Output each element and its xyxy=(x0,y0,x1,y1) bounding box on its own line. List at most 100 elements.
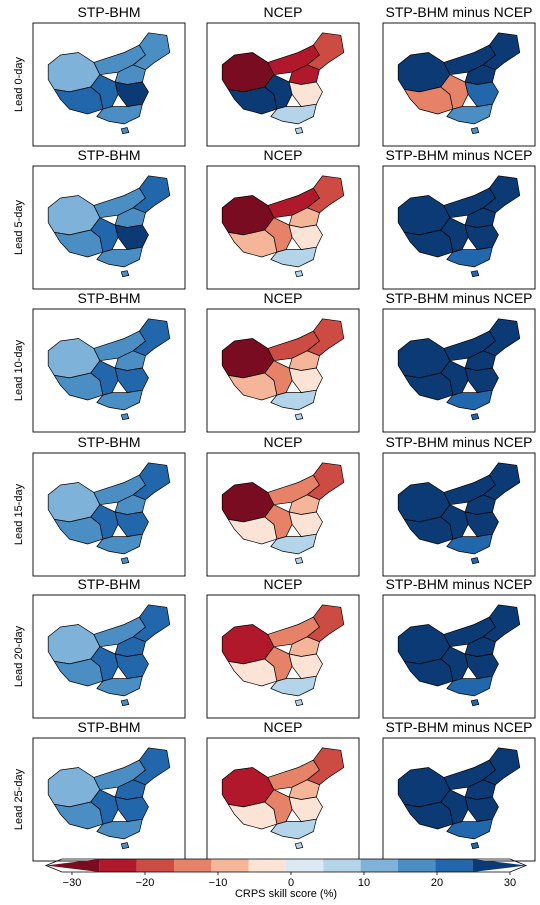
map-island xyxy=(120,557,130,565)
map-island xyxy=(120,413,130,421)
map-island xyxy=(470,842,480,850)
map-island xyxy=(294,557,304,565)
map-region xyxy=(264,789,293,825)
map-panel: STP-BHM xyxy=(32,4,186,147)
row-label: Lead 15-day xyxy=(13,483,25,545)
map-region xyxy=(464,367,499,393)
map-region xyxy=(446,246,493,268)
map-region xyxy=(132,175,171,214)
map-region xyxy=(440,360,469,396)
map-region xyxy=(96,389,143,411)
map-island xyxy=(470,413,480,421)
colorbar-tick-label: −30 xyxy=(63,877,82,889)
map-region xyxy=(90,217,119,253)
colorbar-bin xyxy=(472,859,526,872)
colorbar-ticks: −30 −20 −10 0 10 20 30 xyxy=(63,872,516,889)
panel-title: NCEP xyxy=(264,4,303,20)
map-region xyxy=(114,224,149,250)
map-region xyxy=(288,511,323,537)
map-island xyxy=(470,270,480,278)
map-region xyxy=(90,360,119,396)
map-region xyxy=(306,318,345,357)
map-panel: STP-BHM xyxy=(32,576,186,719)
panel-title: STP-BHM minus NCEP xyxy=(385,719,532,735)
map-region xyxy=(132,604,171,643)
map-island xyxy=(470,699,480,707)
map-region xyxy=(482,462,521,501)
colorbar-tick-label: −20 xyxy=(136,877,155,889)
map-region xyxy=(132,747,171,786)
map-region xyxy=(482,32,521,71)
row-label: Lead 10-day xyxy=(13,339,25,401)
map-region xyxy=(264,74,293,110)
panel-title: NCEP xyxy=(264,719,303,735)
map-panel: STP-BHM xyxy=(32,290,186,433)
map-region xyxy=(132,462,171,501)
map-island xyxy=(294,270,304,278)
colorbar-bin xyxy=(211,859,249,872)
colorbar-bin xyxy=(46,859,100,872)
map-region xyxy=(306,175,345,214)
map-region xyxy=(270,389,317,411)
map-panel: NCEP xyxy=(206,290,360,433)
map-region xyxy=(96,818,143,840)
map-island xyxy=(120,699,130,707)
map-panel: STP-BHM xyxy=(32,719,186,862)
panel-title: NCEP xyxy=(264,147,303,163)
map-region xyxy=(306,462,345,501)
map-region xyxy=(464,653,499,679)
colorbar-tick-label: 10 xyxy=(358,877,370,889)
map-region xyxy=(306,747,345,786)
map-region xyxy=(288,796,323,822)
map-region xyxy=(440,217,469,253)
row-label: Lead 25-day xyxy=(13,768,25,830)
map-island xyxy=(294,127,304,135)
map-region xyxy=(440,504,469,540)
map-region xyxy=(440,646,469,682)
map-panel: NCEP xyxy=(206,4,360,147)
map-region xyxy=(446,675,493,697)
map-region xyxy=(446,818,493,840)
map-region xyxy=(114,367,149,393)
panel-title: STP-BHM minus NCEP xyxy=(385,576,532,592)
map-panel: STP-BHM xyxy=(32,434,186,577)
map-region xyxy=(264,504,293,540)
map-region xyxy=(270,533,317,555)
panel-title: NCEP xyxy=(264,576,303,592)
map-island xyxy=(470,127,480,135)
map-region xyxy=(288,81,323,107)
map-region xyxy=(96,103,143,125)
map-region xyxy=(96,675,143,697)
panel-title: STP-BHM minus NCEP xyxy=(385,4,532,20)
map-region xyxy=(90,789,119,825)
panel-title: STP-BHM xyxy=(78,4,141,20)
map-region xyxy=(114,796,149,822)
map-region xyxy=(90,646,119,682)
map-region xyxy=(464,511,499,537)
panel-title: STP-BHM xyxy=(78,434,141,450)
map-region xyxy=(482,604,521,643)
colorbar-bin xyxy=(136,859,174,872)
map-panel: STP-BHM minus NCEP xyxy=(382,434,536,577)
map-panel: NCEP xyxy=(206,434,360,577)
map-panel: STP-BHM minus NCEP xyxy=(382,290,536,433)
map-region xyxy=(270,246,317,268)
map-region xyxy=(440,789,469,825)
row-label: Lead 0-day xyxy=(13,56,25,112)
map-panel: STP-BHM minus NCEP xyxy=(382,147,536,290)
map-region xyxy=(90,74,119,110)
map-panel: NCEP xyxy=(206,147,360,290)
map-region xyxy=(306,32,345,71)
map-region xyxy=(132,318,171,357)
colorbar-title: CRPS skill score (%) xyxy=(235,888,337,900)
colorbar-bins xyxy=(46,859,526,872)
map-region xyxy=(264,360,293,396)
map-region xyxy=(288,367,323,393)
panel-title: STP-BHM xyxy=(78,719,141,735)
map-region xyxy=(464,81,499,107)
panel-title: STP-BHM minus NCEP xyxy=(385,434,532,450)
colorbar-bin xyxy=(99,859,137,872)
map-island xyxy=(120,270,130,278)
colorbar-tick-label: 20 xyxy=(431,877,443,889)
